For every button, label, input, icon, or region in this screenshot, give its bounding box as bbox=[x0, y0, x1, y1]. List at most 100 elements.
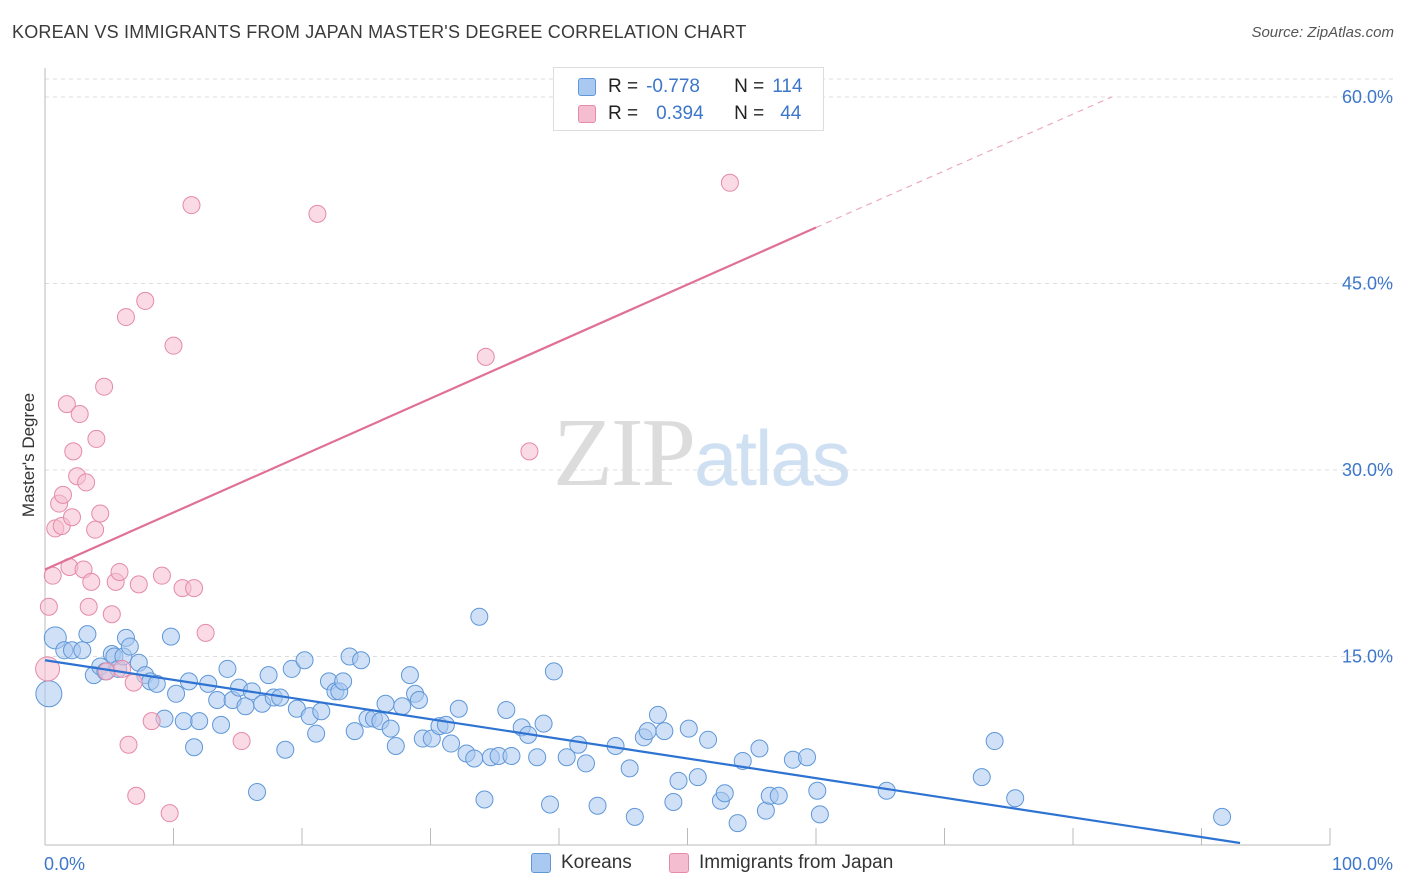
japan-point bbox=[142, 712, 161, 731]
japan-point bbox=[116, 308, 135, 327]
japan-point bbox=[53, 485, 72, 504]
japan-point bbox=[95, 377, 114, 396]
japan-point bbox=[62, 508, 81, 527]
japan-point bbox=[129, 575, 148, 594]
korean-point bbox=[1006, 789, 1025, 808]
korean-point bbox=[345, 722, 364, 741]
x-tick-label: 0.0% bbox=[44, 854, 85, 874]
korean-point bbox=[470, 607, 489, 626]
korean-point bbox=[307, 724, 326, 743]
y-tick-label: 15.0% bbox=[1342, 647, 1393, 667]
korean-point bbox=[728, 814, 747, 833]
korean-point bbox=[679, 719, 698, 738]
japan-point bbox=[232, 732, 251, 751]
legend-row-koreans: R = -0.778 N = 114 bbox=[578, 75, 803, 99]
korean-point bbox=[534, 714, 553, 733]
grid-lines bbox=[45, 78, 1393, 657]
correlation-legend: R = -0.778 N = 114 R = 0.394 N = 44 bbox=[553, 67, 824, 131]
japan-point bbox=[119, 735, 138, 754]
japan-point bbox=[113, 659, 132, 678]
korean-point bbox=[756, 801, 775, 820]
korean-point bbox=[276, 740, 295, 759]
japan-point bbox=[152, 566, 171, 585]
korean-point bbox=[497, 700, 516, 719]
japan-point bbox=[164, 336, 183, 355]
japan-point bbox=[70, 405, 89, 424]
n-value: 44 bbox=[780, 103, 802, 124]
source-label: Source: ZipAtlas.com bbox=[1251, 24, 1394, 41]
korean-point bbox=[1213, 807, 1232, 826]
japan-trend-extension bbox=[815, 96, 1112, 229]
korean-point bbox=[312, 702, 331, 721]
japan-trend-line bbox=[44, 226, 817, 571]
korean-point bbox=[648, 705, 667, 724]
y-axis-title: Master's Degree bbox=[19, 393, 38, 517]
japan-swatch bbox=[578, 105, 596, 123]
korean-point bbox=[557, 748, 576, 767]
korean-point bbox=[576, 754, 595, 773]
korean-point bbox=[569, 735, 588, 754]
legend-item-japan: Immigrants from Japan bbox=[669, 852, 893, 874]
korean-point bbox=[638, 722, 657, 741]
korean-point bbox=[409, 691, 428, 710]
korean-point bbox=[475, 790, 494, 809]
korean-point bbox=[120, 637, 139, 656]
japan-point bbox=[77, 473, 96, 492]
japan-point bbox=[35, 656, 61, 682]
korean-point bbox=[147, 674, 166, 693]
japan-point bbox=[136, 291, 155, 310]
legend-row-japan: R = 0.394 N = 44 bbox=[578, 102, 801, 126]
r-value: -0.778 bbox=[646, 76, 700, 97]
japan-point bbox=[39, 597, 58, 616]
korean-point bbox=[972, 768, 991, 787]
japan-point bbox=[91, 504, 110, 523]
japan-legend-swatch bbox=[669, 853, 689, 873]
r-label: R = bbox=[608, 76, 639, 97]
korean-point bbox=[688, 768, 707, 787]
korean-point bbox=[352, 651, 371, 670]
legend-item-koreans: Koreans bbox=[531, 852, 632, 874]
korean-point bbox=[544, 662, 563, 681]
japan-point bbox=[86, 520, 105, 539]
x-tick-label: 100.0% bbox=[1332, 854, 1393, 874]
korean-point bbox=[625, 807, 644, 826]
japan-point bbox=[720, 173, 739, 192]
n-label: N = bbox=[734, 103, 765, 124]
japan-point bbox=[102, 605, 121, 624]
japan-point bbox=[87, 429, 106, 448]
korean-point bbox=[715, 784, 734, 803]
korean-point bbox=[985, 732, 1004, 751]
korean-point bbox=[212, 715, 231, 734]
japan-point bbox=[308, 204, 327, 223]
trend-lines bbox=[44, 96, 1241, 845]
korean-point bbox=[295, 651, 314, 670]
japan-points bbox=[35, 173, 739, 823]
korean-point bbox=[669, 771, 688, 790]
korean-point bbox=[218, 659, 237, 678]
korean-point bbox=[465, 749, 484, 768]
korean-point bbox=[798, 748, 817, 767]
watermark: ZIPatlas bbox=[553, 395, 851, 509]
japan-point bbox=[110, 562, 129, 581]
japan-point bbox=[185, 579, 204, 598]
korean-point bbox=[161, 627, 180, 646]
r-value: 0.394 bbox=[656, 103, 704, 124]
korean-point bbox=[190, 712, 209, 731]
watermark-atlas: atlas bbox=[694, 414, 851, 502]
korean-point bbox=[808, 781, 827, 800]
korean-point bbox=[810, 805, 829, 824]
korean-point bbox=[208, 691, 227, 710]
korean-point bbox=[750, 739, 769, 758]
japan-point bbox=[182, 196, 201, 215]
korean-point bbox=[699, 730, 718, 749]
koreans-points bbox=[35, 607, 1232, 833]
japan-point bbox=[476, 347, 495, 366]
japan-point bbox=[196, 623, 215, 642]
korean-point bbox=[655, 722, 674, 741]
japan-point bbox=[82, 572, 101, 591]
japan-point bbox=[79, 597, 98, 616]
y-tick-label: 30.0% bbox=[1342, 460, 1393, 480]
japan-legend-label: Immigrants from Japan bbox=[699, 852, 894, 873]
korean-point bbox=[588, 796, 607, 815]
japan-point bbox=[127, 786, 146, 805]
